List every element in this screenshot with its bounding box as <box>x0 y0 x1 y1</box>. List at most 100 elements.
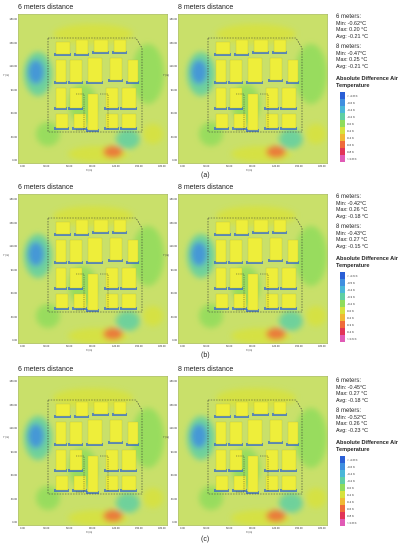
field-blob <box>295 44 327 104</box>
legend-swatch <box>340 456 345 463</box>
building <box>229 421 243 445</box>
x-tick-label: 180.00 <box>318 345 326 348</box>
shadow-strip <box>280 489 297 492</box>
temperature-field <box>24 24 164 162</box>
shadow-strip <box>92 413 109 416</box>
x-tick-label: 60.00 <box>66 527 73 530</box>
building <box>113 401 127 415</box>
building <box>269 57 283 81</box>
stats-avg: Avg: -0.18 °C <box>336 213 369 220</box>
building <box>215 421 227 445</box>
y-tick-label: 30.00 <box>170 497 177 501</box>
field-blob <box>306 124 326 144</box>
y-tick-label: 90.00 <box>170 450 177 454</box>
shadow-strip <box>72 127 87 130</box>
y-axis-label: Y (m) <box>2 254 9 257</box>
temperature-map <box>178 376 328 526</box>
panel-a-left-title: 6 meters distance <box>18 4 74 11</box>
shadow-strip <box>214 489 229 492</box>
shadow-strip <box>264 489 279 492</box>
legend-entry: < -0.8 K <box>340 456 358 463</box>
legend-label: 0.4 K <box>347 329 355 334</box>
building <box>87 93 99 131</box>
field-blob <box>191 424 207 448</box>
panel-a-right-title: 8 meters distance <box>178 4 234 11</box>
field-blob <box>28 60 44 84</box>
shadow-strip <box>214 233 231 236</box>
x-tick-label: 150.00 <box>295 345 303 348</box>
legend-label: -0.3 K <box>347 294 356 299</box>
shadow-strip <box>214 53 231 56</box>
legend-label: -0.2 K <box>347 301 356 306</box>
temperature-map <box>18 376 168 526</box>
panel-c-caption: (c) <box>201 536 210 543</box>
y-tick-label: 180.00 <box>169 380 177 383</box>
shadow-strip <box>234 233 249 236</box>
building <box>287 239 299 263</box>
y-tick-label: 30.00 <box>10 497 17 501</box>
shadow-strip <box>54 107 67 110</box>
building <box>265 87 279 109</box>
x-tick-label: 180.00 <box>318 527 326 530</box>
legend-label: 0.0 K <box>347 121 355 126</box>
x-axis-label: X (m) <box>86 531 93 534</box>
shadow-strip <box>232 127 247 130</box>
y-axis-label: Y (m) <box>2 436 9 439</box>
shadow-strip <box>234 415 249 418</box>
field-blob <box>53 388 133 408</box>
legend-entry: > 0.6 K <box>340 335 358 342</box>
building <box>265 267 279 289</box>
y-tick-label: 150.00 <box>9 41 17 45</box>
y-tick-label: 0.00 <box>12 159 17 162</box>
legend-label: > 0.8 K <box>347 156 357 161</box>
panel-c-stats-6m: 6 meters: Min: -0.45°C Max: 0.27 °C Avg:… <box>336 378 368 404</box>
legend-entry: -0.3 K <box>340 293 358 300</box>
legend-label: > 0.8 K <box>347 520 357 525</box>
panel-a-stats-6m: 6 meters: Min: -0.62°C Max: 0.20 °C Avg:… <box>336 14 368 40</box>
shadow-strip <box>92 51 109 54</box>
field-blob <box>28 242 44 266</box>
x-axis-label: X (m) <box>246 349 253 352</box>
panel-b-map-6m <box>18 194 168 344</box>
stats-min: Min: -0.42°C <box>336 200 367 207</box>
panel-b-stats-6m: 6 meters: Min: -0.42°C Max: 0.26 °C Avg:… <box>336 194 368 220</box>
shadow-strip <box>286 81 299 84</box>
building <box>73 113 87 129</box>
x-tick-label: 150.00 <box>135 527 143 530</box>
inner-boundary <box>260 455 269 492</box>
building <box>215 475 229 491</box>
field-blob <box>279 311 303 331</box>
panel-c-map-6m <box>18 376 168 526</box>
temperature-map <box>178 194 328 344</box>
legend-entry: 0.4 K <box>340 134 358 141</box>
building <box>247 57 263 83</box>
x-tick-label: 60.00 <box>226 345 233 348</box>
legend-entry: < -0.6 K <box>340 272 358 279</box>
stats-max: Max: 0.25 °C <box>336 57 368 64</box>
building <box>55 59 67 83</box>
y-tick-label: 0.00 <box>172 339 177 342</box>
x-tick-label: 60.00 <box>226 165 233 168</box>
shadow-strip <box>120 469 137 472</box>
y-tick-label: 120.00 <box>9 245 17 248</box>
legend-entry: 0.0 K <box>340 120 358 127</box>
building <box>233 475 247 491</box>
building <box>55 267 67 289</box>
shadow-strip <box>120 307 137 310</box>
building <box>281 449 297 471</box>
building <box>215 403 231 417</box>
shadow-strip <box>264 107 279 110</box>
shadow-strip <box>268 259 283 262</box>
building <box>215 239 227 263</box>
legend-swatch <box>340 505 345 512</box>
x-tick-label: 0.00 <box>180 527 185 530</box>
shadow-strip <box>68 469 83 472</box>
panel-c-legend: < -0.8 K -0.6 K -0.4 K -0.2 K 0.0 K 0.2 K 0.4 … <box>340 456 358 526</box>
x-tick-label: 30.00 <box>43 527 50 530</box>
shadow-strip <box>268 441 283 444</box>
field-blob <box>53 206 133 226</box>
y-tick-label: 90.00 <box>10 88 17 92</box>
shadow-strip <box>246 309 259 312</box>
building <box>253 39 269 53</box>
building <box>269 237 283 261</box>
